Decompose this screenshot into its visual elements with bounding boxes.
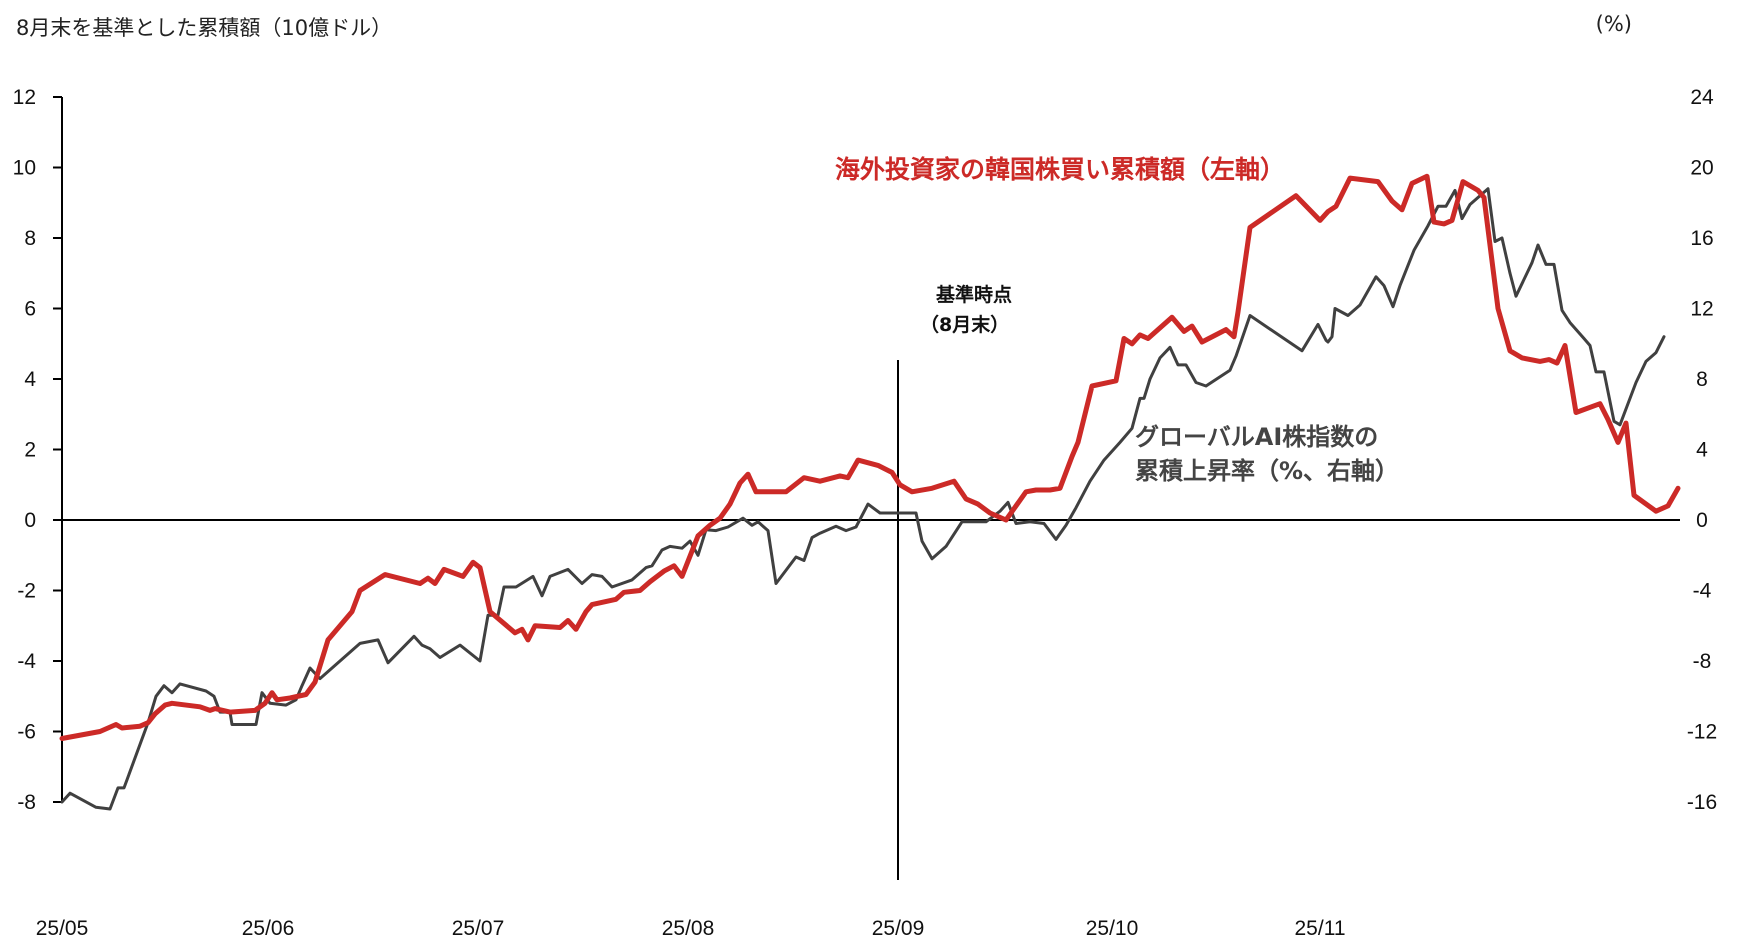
left-axis-title: 8月末を基準とした累積額（10億ドル） [16, 16, 393, 40]
gray-label-line1: グローバルAI株指数の [1135, 423, 1379, 451]
right-axis-tick-label: 4 [1696, 439, 1708, 462]
gray-series-ai-index [60, 187, 1666, 811]
gray-label-line2: 累積上昇率（%、右軸） [1135, 457, 1400, 485]
right-axis-tick-label: 0 [1696, 509, 1708, 532]
right-axis-tick-label: 8 [1696, 368, 1708, 391]
right-axis-tick-label: -4 [1693, 580, 1712, 603]
x-axis-tick-label: 25/09 [872, 917, 925, 940]
reference-label-line2: （8月末） [920, 314, 1010, 336]
right-axis-tick-label: -8 [1693, 650, 1712, 673]
x-axis-tick-label: 25/06 [242, 917, 295, 940]
right-axis-tick-label: 12 [1690, 298, 1713, 321]
reference-point-label: 基準時点 （8月末） [920, 280, 1012, 340]
red-series-foreign-buying [59, 173, 1681, 741]
red-series-label: 海外投資家の韓国株買い累積額（左軸） [835, 155, 1286, 184]
series-line [59, 173, 1681, 741]
left-axis-tick-label: 2 [24, 439, 36, 462]
x-axis-tick-label: 25/05 [36, 917, 89, 940]
right-axis-tick-label: 20 [1690, 157, 1713, 180]
right-axis-title: (%) [1595, 12, 1632, 36]
x-axis-tick-label: 25/11 [1295, 917, 1346, 940]
axes: 121086420-2-4-6-824201612840-4-8-12-1625… [13, 86, 1718, 940]
x-axis-tick-label: 25/08 [662, 917, 715, 940]
left-axis-tick-label: -2 [17, 580, 36, 603]
right-axis-tick-label: -12 [1687, 721, 1717, 744]
right-axis-tick-label: 24 [1690, 86, 1714, 109]
left-axis-tick-label: 0 [24, 509, 36, 532]
left-axis-tick-label: -8 [17, 791, 36, 814]
right-axis-tick-label: 16 [1690, 227, 1713, 250]
gray-series-label: グローバルAI株指数の 累積上昇率（%、右軸） [1135, 420, 1399, 488]
left-axis-tick-label: 4 [24, 368, 36, 391]
left-axis-tick-label: 8 [24, 227, 36, 250]
x-axis-tick-label: 25/07 [452, 917, 505, 940]
left-axis-tick-label: 12 [13, 86, 36, 109]
x-axis-tick-label: 25/10 [1086, 917, 1139, 940]
left-axis-tick-label: 10 [13, 157, 36, 180]
right-axis-tick-label: -16 [1687, 791, 1717, 814]
left-axis-tick-label: -6 [17, 721, 36, 744]
left-axis-tick-label: -4 [17, 650, 36, 673]
reference-label-line1: 基準時点 [936, 284, 1013, 306]
series-line [60, 187, 1666, 811]
left-axis-tick-label: 6 [24, 298, 36, 321]
